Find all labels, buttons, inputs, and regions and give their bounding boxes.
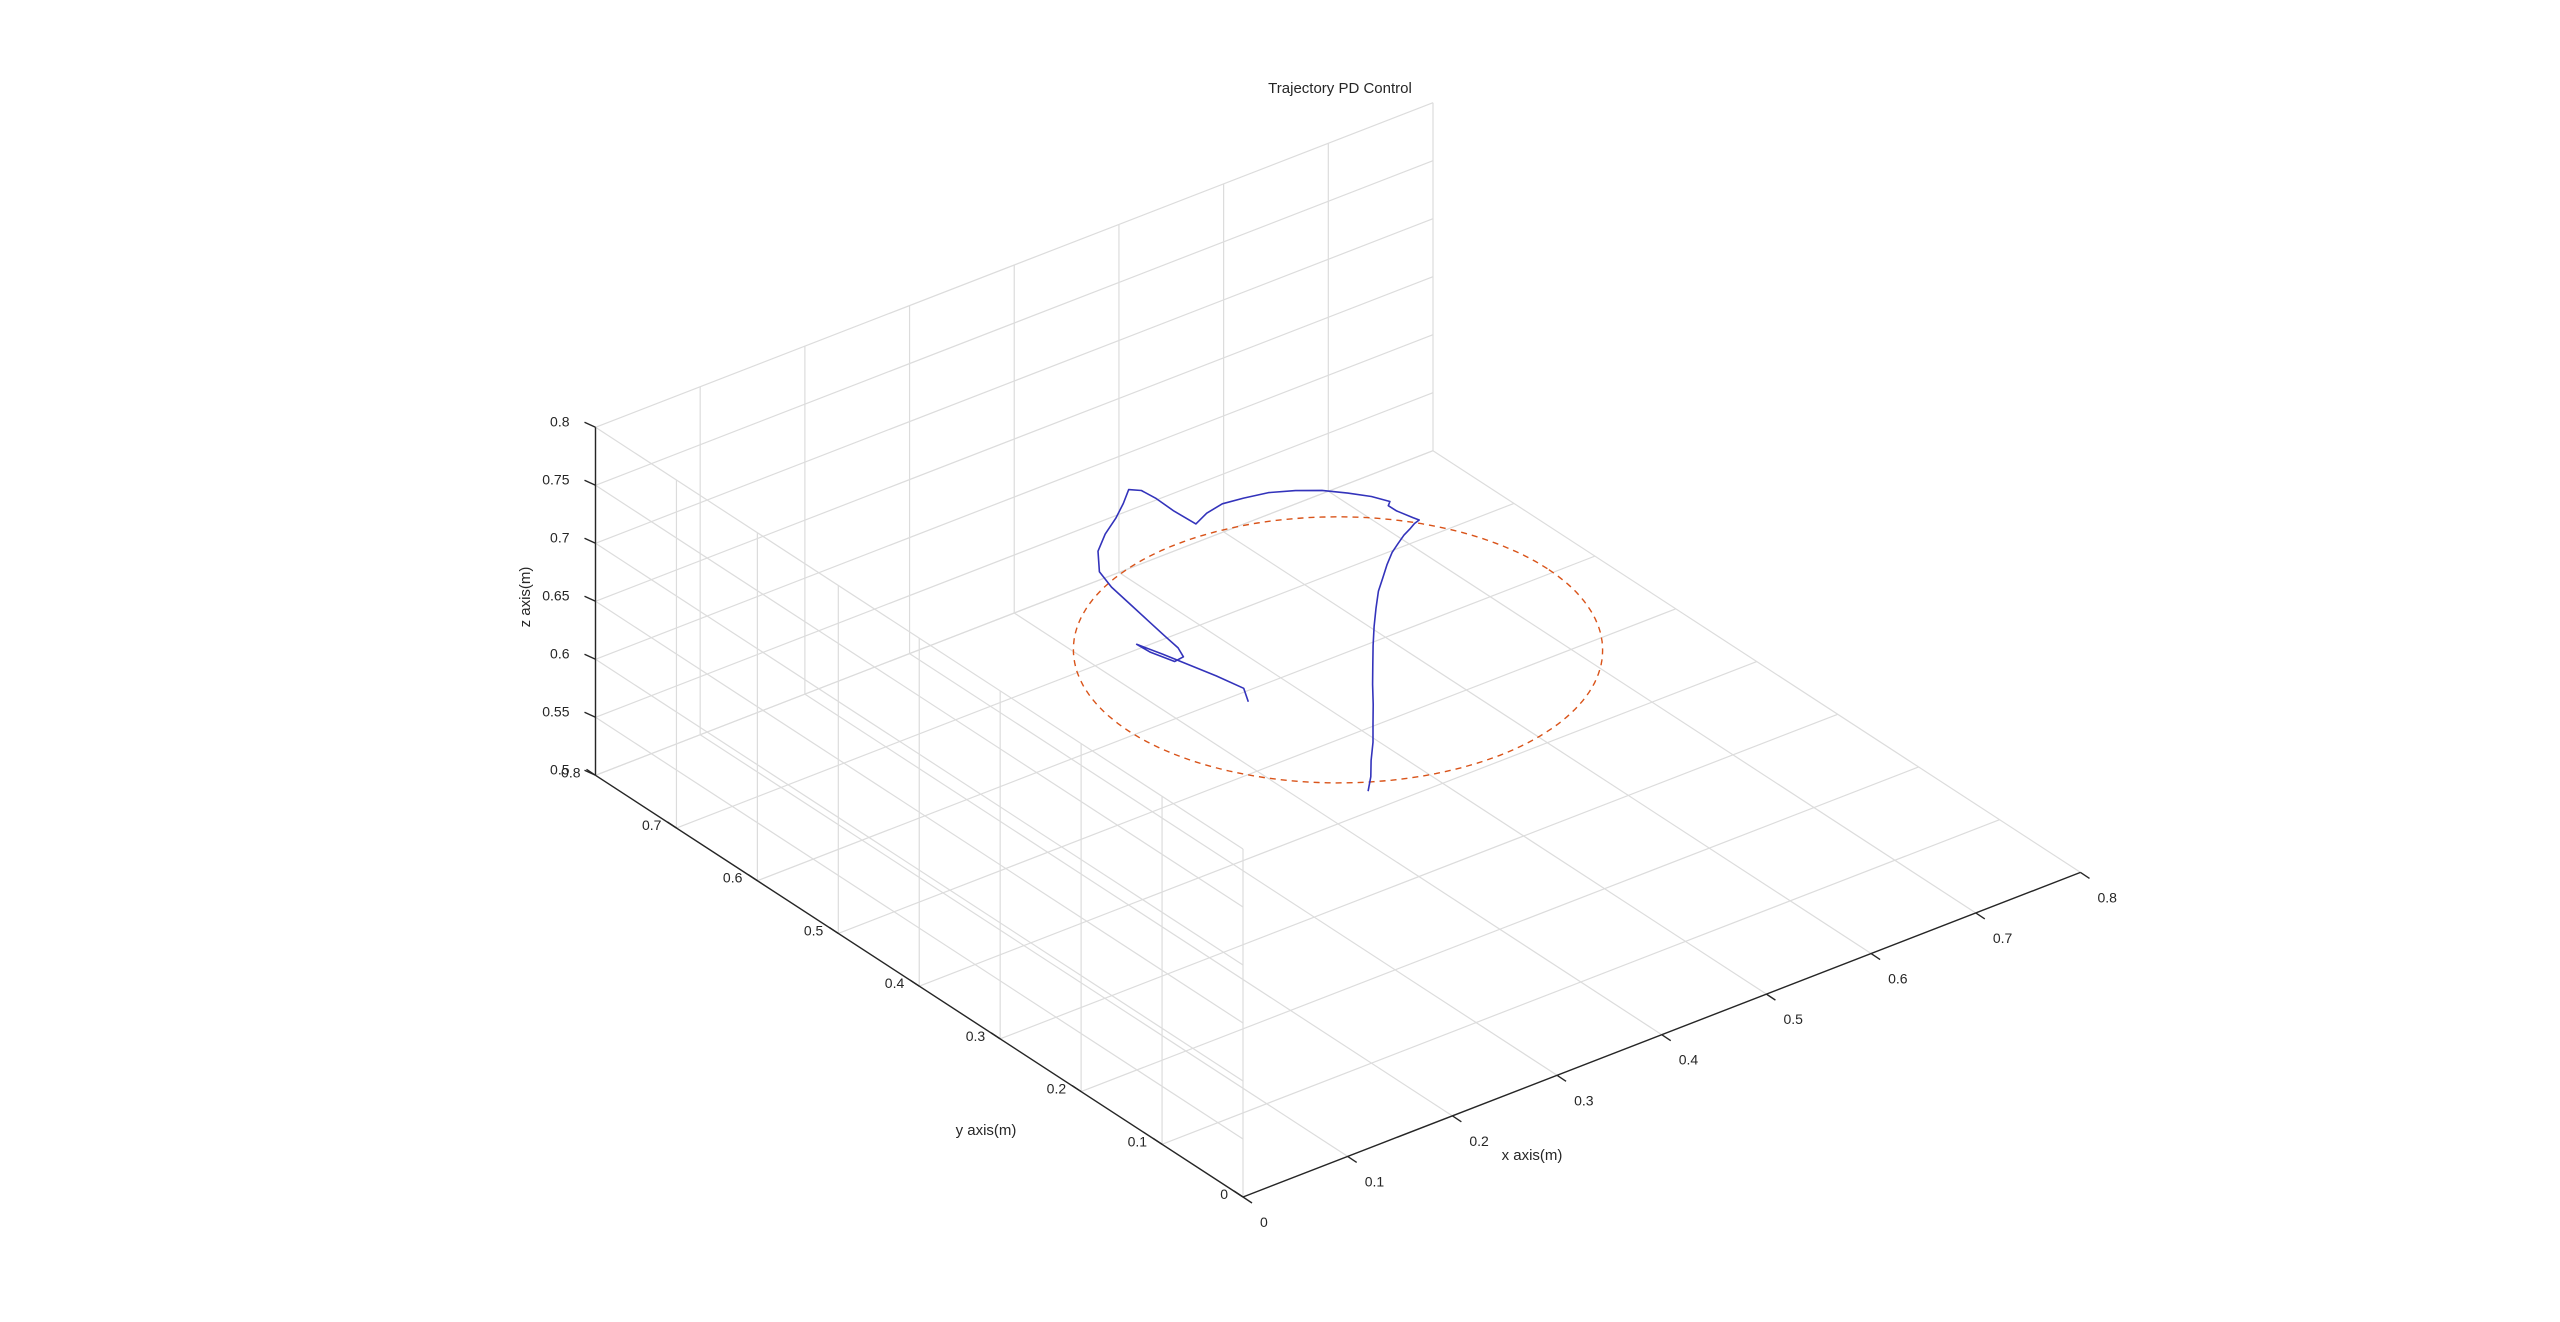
x-tick (1556, 1074, 1567, 1082)
y-tick (1152, 1137, 1163, 1145)
y-tick (1233, 1190, 1244, 1198)
floor-grid-line (1161, 819, 2000, 1145)
wall-grid-line (595, 218, 1434, 544)
y-tick (828, 926, 839, 935)
y-tick-label: 0.5 (804, 922, 824, 938)
y-tick-label: 0.8 (561, 764, 581, 780)
x-tick-label: 0 (1260, 1214, 1268, 1230)
floor-grid-line (676, 502, 1515, 829)
z-tick-label: 0.65 (542, 587, 569, 603)
z-tick-label: 0.6 (550, 645, 570, 661)
z-tick (584, 537, 596, 544)
z-tick-label: 0.8 (550, 413, 570, 429)
x-tick-label: 0.5 (1783, 1011, 1803, 1027)
wall-grid-line (595, 542, 1244, 966)
x-tick-label: 0.7 (1993, 930, 2013, 946)
grid-lines (594, 102, 2081, 1198)
z-tick-label: 0.75 (542, 471, 569, 487)
x-tick-label: 0.3 (1574, 1092, 1594, 1108)
wall-grid-line (595, 276, 1434, 602)
x-tick (1975, 912, 1986, 920)
wall-grid-line (595, 484, 1244, 908)
y-tick-label: 0.6 (723, 870, 743, 886)
x-tick (2080, 871, 2090, 879)
wall-grid-line (595, 160, 1434, 486)
y-tick-label: 0.1 (1128, 1133, 1148, 1149)
wall-grid-line (595, 600, 1244, 1024)
x-tick-label: 0.8 (2098, 889, 2118, 905)
y-tick-label: 0 (1220, 1186, 1228, 1202)
y-tick-label: 0.2 (1047, 1081, 1067, 1097)
x-tick (1766, 993, 1776, 1001)
x-tick (1242, 1196, 1253, 1204)
z-tick (584, 769, 596, 776)
y-tick (909, 979, 920, 987)
y-tick (990, 1032, 1001, 1040)
x-tick-label: 0.4 (1679, 1052, 1699, 1068)
wall-grid-line (595, 450, 1434, 776)
floor-grid-line (999, 713, 1838, 1040)
z-tick-label: 0.55 (542, 703, 569, 719)
wall-grid-line (595, 102, 1434, 428)
y-tick-label: 0.4 (885, 975, 905, 991)
reference-circle-dashed (1072, 516, 1604, 784)
axes: 0 0.1 0.2 0.3 0.4 0.5 0.6 0.7 0.8 0 0.1 0.2 0.3 0.4 0.… (542, 413, 2117, 1230)
x-tick-label: 0.2 (1469, 1133, 1489, 1149)
axis-labels: x axis(m) y axis(m) z axis(m) (517, 567, 1562, 1164)
x-tick (1451, 1115, 1462, 1123)
y-tick (667, 821, 677, 829)
wall-grid-line (595, 334, 1434, 660)
y-tick-label: 0.7 (642, 817, 662, 833)
floor-grid-line (757, 555, 1596, 882)
x-tick-label: 0.6 (1888, 971, 1908, 987)
z-tick (584, 421, 596, 428)
x-tick-label: 0.1 (1365, 1173, 1385, 1189)
x-tick (1870, 952, 1881, 961)
trajectory-line (1097, 488, 1420, 792)
x-axis-label: x axis(m) (1502, 1147, 1563, 1164)
y-axis-label: y axis(m) (956, 1122, 1017, 1139)
z-tick (584, 653, 596, 660)
wall-grid-line (595, 426, 1244, 850)
z-tick-label: 0.5 (550, 761, 570, 777)
y-tick-label: 0.3 (966, 1028, 986, 1044)
floor-grid-line (919, 660, 1757, 987)
z-tick (584, 479, 596, 486)
floor-grid-line (838, 608, 1677, 934)
wall-grid-line (595, 716, 1244, 1140)
floor-grid-line (1080, 766, 1919, 1093)
x-tick (1347, 1155, 1358, 1164)
plot-series (1072, 488, 1604, 792)
chart-title: Trajectory PD Control (1268, 80, 1412, 97)
z-tick (584, 595, 596, 602)
z-tick-label: 0.7 (550, 529, 570, 545)
z-axis-label: z axis(m) (517, 567, 534, 628)
y-tick (747, 874, 758, 882)
y-tick (1071, 1084, 1082, 1093)
wall-grid-line (595, 392, 1434, 718)
wall-grid-line (595, 658, 1244, 1082)
x-tick (1661, 1034, 1672, 1042)
z-tick (584, 711, 596, 718)
